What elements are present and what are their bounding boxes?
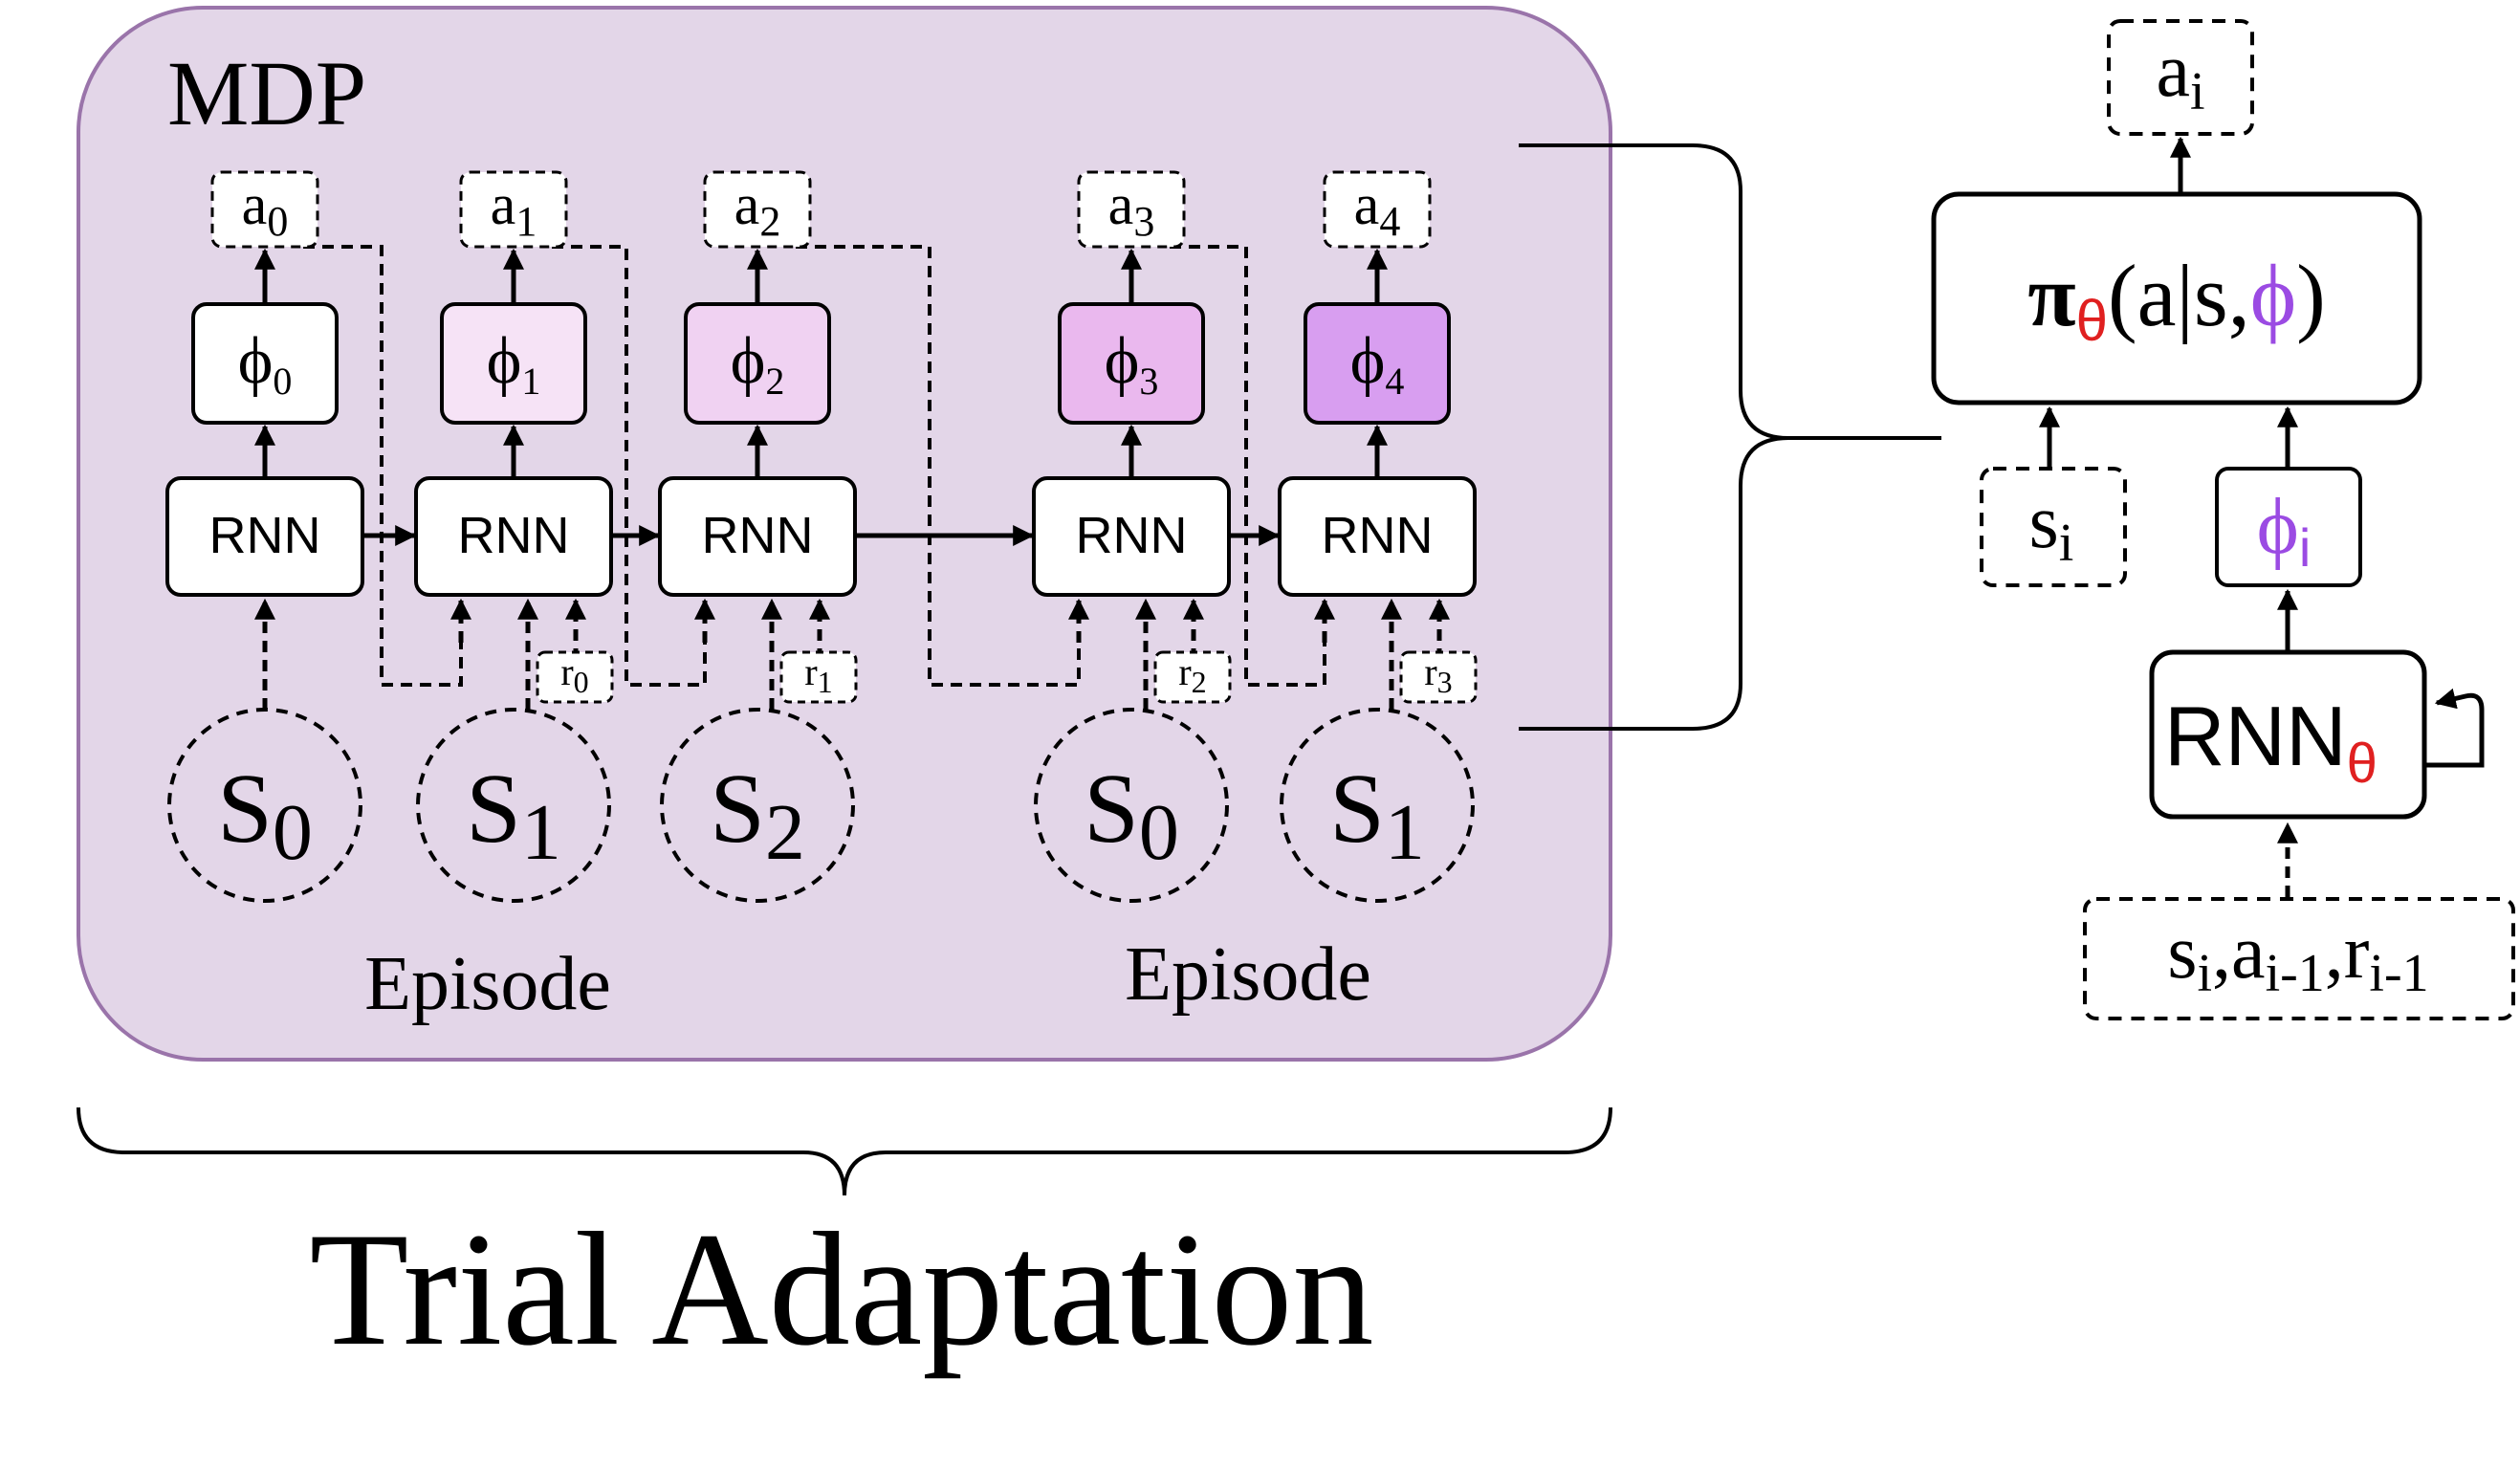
reward-box <box>536 650 614 704</box>
expansion-bracket <box>1519 143 1941 731</box>
action-label: a1 <box>491 173 537 245</box>
action-feedback-path <box>552 245 707 687</box>
phi-box <box>191 302 339 425</box>
phi-label: ϕ3 <box>1105 324 1159 403</box>
state-circle <box>660 708 855 903</box>
rnn-label: RNN <box>209 507 321 564</box>
policy-label: πθ(a|s,ϕ) <box>2027 247 2326 353</box>
phi-label: ϕ0 <box>238 324 293 403</box>
phi-box <box>440 302 587 425</box>
state-label: S0 <box>1084 754 1179 877</box>
rnn-theta-box <box>2149 649 2427 820</box>
action-label: a0 <box>242 173 289 245</box>
reward-label: r1 <box>804 650 832 699</box>
state-circle <box>1280 708 1475 903</box>
rnn-input-box <box>2083 897 2515 1020</box>
action-label: a3 <box>1108 173 1155 245</box>
rnn-recurrent-loop <box>2424 688 2485 768</box>
state-label: S2 <box>710 754 805 877</box>
phi-box <box>684 302 831 425</box>
phi-label: ϕ4 <box>1350 324 1405 403</box>
state-circle <box>416 708 611 903</box>
policy-box <box>1931 191 2422 405</box>
reward-label: r0 <box>560 650 588 699</box>
action-box <box>1323 170 1432 249</box>
action-feedback-path <box>303 245 463 687</box>
state-label: S0 <box>217 754 313 877</box>
action-box <box>459 170 568 249</box>
phi-label: ϕ1 <box>487 324 541 403</box>
latent-label: ϕi <box>2257 482 2312 578</box>
action-box <box>210 170 319 249</box>
state-label: S1 <box>1329 754 1425 877</box>
output-action-label: ai <box>2156 29 2204 121</box>
rnn-input-label: si,ai-1,ri-1 <box>2167 910 2428 1003</box>
episode-label: Episode <box>364 942 611 1026</box>
action-label: a2 <box>734 173 781 245</box>
trial-adaptation-label: Trial Adaptation <box>310 1199 1374 1379</box>
rnn-theta-label: RNNθ <box>2164 689 2378 795</box>
mdp-label: MDP <box>167 42 366 144</box>
rnn-label: RNN <box>1076 507 1188 564</box>
state-circle <box>1034 708 1229 903</box>
output-action-box <box>2107 19 2254 136</box>
action-box <box>703 170 812 249</box>
steps-layer: S0 RNN ϕ0 a0 S1 RNN r0 ϕ1 a1 S2 RNN r1 ϕ2 a2 S0 RNN r2 ϕ3… <box>165 170 1478 903</box>
rnn-label: RNN <box>458 507 570 564</box>
rnn-label: RNN <box>1322 507 1434 564</box>
reward-label: r2 <box>1178 650 1206 699</box>
latent-box <box>2215 467 2362 587</box>
reward-box <box>779 650 858 704</box>
episode-label: Episode <box>1125 932 1371 1017</box>
phi-label: ϕ2 <box>731 324 785 403</box>
action-label: a4 <box>1354 173 1401 245</box>
reward-label: r3 <box>1424 650 1452 699</box>
reward-box <box>1153 650 1232 704</box>
state-input-label: si <box>2029 480 2074 573</box>
action-box <box>1077 170 1186 249</box>
phi-box <box>1058 302 1205 425</box>
state-label: S1 <box>466 754 561 877</box>
trial-brace <box>77 1106 1612 1196</box>
rnn-label: RNN <box>702 507 814 564</box>
action-feedback-path <box>796 245 1081 687</box>
state-input-box <box>1980 467 2127 587</box>
phi-box <box>1304 302 1451 425</box>
reward-box <box>1399 650 1478 704</box>
